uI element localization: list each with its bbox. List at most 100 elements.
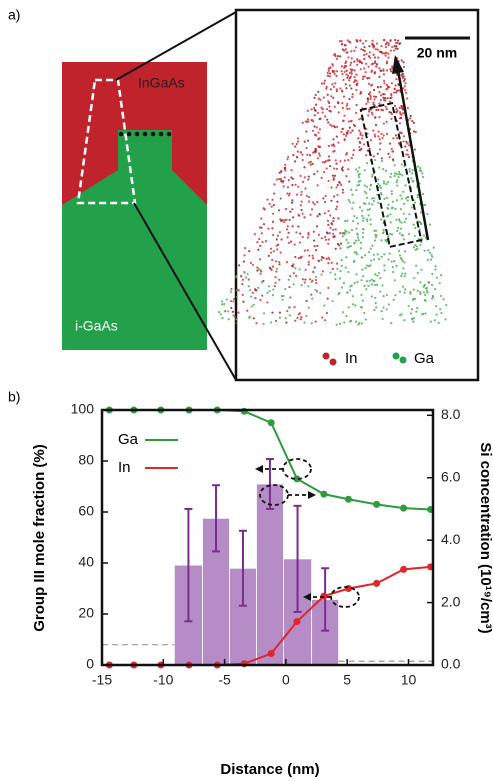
atom — [433, 319, 436, 322]
atom — [363, 184, 366, 187]
atom — [341, 42, 344, 46]
atom — [364, 318, 368, 321]
atom — [298, 268, 301, 271]
atom — [341, 102, 344, 105]
atom — [394, 47, 397, 50]
atom — [374, 158, 377, 162]
atom — [382, 228, 385, 232]
atom — [290, 176, 293, 179]
atom — [307, 306, 310, 309]
atom — [380, 157, 383, 160]
atom — [364, 71, 367, 74]
atom — [314, 147, 317, 151]
atom — [312, 230, 315, 233]
atom — [364, 254, 367, 257]
atom — [291, 199, 294, 202]
atom — [354, 46, 358, 49]
atom — [295, 155, 299, 158]
atom — [256, 269, 259, 272]
atom — [289, 210, 292, 213]
atom — [279, 251, 282, 254]
atom — [366, 97, 369, 100]
atom — [402, 202, 406, 205]
atom — [406, 106, 409, 110]
atom — [378, 138, 381, 141]
atom — [385, 41, 389, 44]
bar — [256, 483, 284, 666]
atom — [307, 178, 310, 181]
atom — [358, 59, 361, 62]
atom — [393, 164, 396, 167]
atom — [327, 286, 330, 289]
atom — [350, 70, 353, 73]
atom — [307, 231, 310, 234]
atom — [313, 239, 316, 242]
atom — [290, 169, 293, 172]
atom — [273, 192, 276, 195]
atom — [317, 97, 320, 100]
atom — [285, 228, 289, 231]
atom — [357, 239, 360, 242]
atom — [402, 61, 405, 64]
atom — [359, 133, 362, 136]
atom — [331, 174, 334, 177]
atom — [233, 297, 236, 301]
atom — [398, 170, 401, 173]
arrow-head — [392, 55, 404, 74]
atom — [257, 267, 260, 271]
atom — [348, 180, 351, 183]
atom — [406, 149, 409, 152]
atom — [284, 287, 287, 291]
atom — [372, 101, 375, 104]
atom — [362, 231, 365, 234]
atom — [401, 285, 405, 288]
atom — [426, 291, 429, 294]
atom — [387, 203, 390, 206]
atom — [271, 265, 275, 268]
atom — [318, 212, 321, 216]
atom — [318, 154, 321, 157]
atom — [397, 176, 400, 179]
atom — [352, 201, 355, 204]
atom — [356, 184, 359, 187]
atom — [310, 322, 313, 325]
atom — [361, 236, 365, 239]
atom — [370, 295, 374, 298]
atom — [309, 160, 312, 163]
atom — [391, 45, 394, 49]
atom — [341, 127, 345, 130]
atom — [309, 213, 312, 217]
atom — [280, 238, 283, 241]
atom — [317, 259, 321, 263]
atom — [358, 321, 361, 325]
atom — [343, 321, 346, 324]
atom — [338, 277, 341, 280]
atom — [343, 114, 346, 117]
atom — [368, 108, 371, 111]
atom — [400, 221, 403, 224]
atom — [303, 140, 306, 143]
atom — [345, 153, 348, 156]
atom — [366, 264, 369, 267]
atom — [387, 56, 390, 59]
atom — [335, 167, 339, 170]
atom — [326, 93, 329, 96]
atom — [303, 321, 306, 324]
atom — [235, 318, 238, 321]
atom — [382, 168, 385, 171]
atom — [402, 135, 406, 138]
atom — [389, 96, 392, 100]
atom — [320, 82, 324, 85]
atom — [368, 51, 371, 54]
atom — [389, 213, 392, 216]
atom — [347, 74, 350, 77]
atom — [341, 48, 344, 51]
atom — [395, 89, 399, 92]
atom — [262, 322, 265, 326]
atom — [356, 281, 359, 284]
atom — [324, 115, 327, 118]
atom — [235, 289, 238, 292]
atom — [400, 313, 403, 316]
atom — [358, 140, 361, 143]
atom — [360, 306, 363, 309]
